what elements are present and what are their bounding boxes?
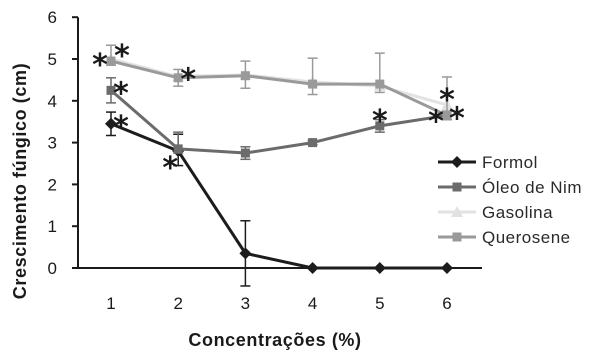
x-tick-label: 4 (308, 294, 317, 313)
data-point-formol (441, 262, 453, 274)
legend-item-oleo-de-nim: Óleo de Nim (438, 178, 582, 197)
y-tick-label: 3 (48, 134, 57, 153)
significance-asterisk: * (439, 83, 455, 118)
y-tick-label: 5 (48, 50, 57, 69)
data-point-oleo-de-nim (375, 121, 385, 131)
legend-label-gasolina: Gasolina (482, 203, 553, 222)
series-oleo-de-nim (106, 77, 452, 161)
data-point-querosene (308, 79, 318, 89)
data-point-formol (105, 117, 117, 130)
data-point-querosene (240, 71, 250, 81)
y-axis-title: Crescimento fúngico (cm) (10, 63, 30, 299)
legend-item-gasolina: Gasolina (438, 203, 553, 222)
y-tick-label: 0 (48, 259, 57, 278)
legend-item-formol: Formol (438, 153, 538, 172)
significance-asterisk: * (113, 76, 129, 111)
y-tick-label: 4 (48, 92, 57, 111)
legend-marker-oleo-de-nim (452, 182, 462, 192)
x-axis-title: Concentrações (%) (188, 330, 361, 350)
legend-label-querosene: Querosene (482, 228, 571, 247)
data-point-querosene (173, 73, 183, 83)
legend-marker-formol (451, 156, 463, 168)
legend-marker-gasolina (451, 206, 463, 217)
series-line-oleo-de-nim (110, 89, 448, 155)
series-formol (105, 111, 453, 287)
x-tick-label: 6 (442, 294, 451, 313)
x-tick-label: 5 (375, 294, 384, 313)
x-tick-label: 3 (241, 294, 250, 313)
chart-legend: Formol Óleo de Nim Gasolina Querosene (438, 153, 582, 247)
error-bar-querosene (307, 57, 318, 96)
x-tick-label: 2 (173, 294, 182, 313)
data-point-querosene (106, 56, 116, 66)
data-point-querosene (375, 79, 385, 89)
data-point-formol (373, 262, 386, 274)
y-tick-label: 2 (48, 175, 57, 194)
series-line-gasolina (110, 57, 448, 107)
legend-item-querosene: Querosene (438, 228, 571, 247)
data-point-oleo-de-nim (240, 148, 250, 158)
significance-asterisk: * (428, 104, 444, 139)
series-querosene (106, 44, 452, 121)
legend-label-oleo-de-nim: Óleo de Nim (482, 178, 582, 197)
significance-asterisk: * (92, 48, 108, 83)
significance-asterisk: * (113, 110, 129, 145)
data-point-oleo-de-nim (173, 144, 183, 154)
significance-asterisk: * (180, 63, 196, 98)
significance-asterisk: * (162, 151, 178, 186)
series-line-querosene (110, 59, 448, 117)
y-tick-label: 1 (48, 217, 57, 236)
significance-annotations: * ******** * (92, 39, 465, 186)
chart-axes: 0 1 2 3 4 5 6 1 2 3 4 5 6 (48, 8, 482, 313)
x-tick-label: 1 (106, 294, 115, 313)
data-point-oleo-de-nim (106, 85, 116, 95)
series-gasolina (105, 53, 453, 110)
plot-area (105, 44, 453, 287)
data-point-oleo-de-nim (308, 138, 318, 148)
data-point-formol (239, 247, 252, 260)
series-line-formol (110, 122, 447, 270)
significance-asterisk: * (449, 101, 465, 136)
legend-label-formol: Formol (482, 153, 538, 172)
significance-asterisk: * (114, 39, 130, 74)
legend-marker-querosene (452, 232, 462, 242)
y-tick-label: 6 (48, 8, 57, 27)
significance-asterisk: * (372, 104, 388, 139)
data-point-formol (306, 262, 319, 274)
data-point-querosene (442, 110, 452, 120)
